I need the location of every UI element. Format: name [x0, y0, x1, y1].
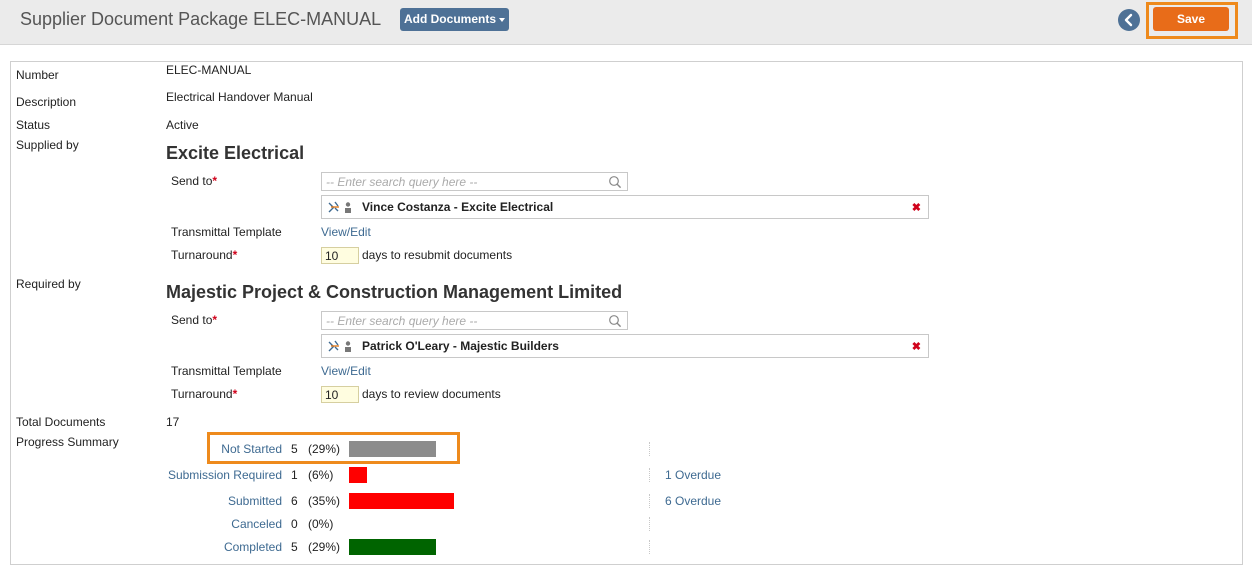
progress-bar	[349, 539, 436, 555]
person-icon	[345, 202, 351, 213]
supplier-search-box	[321, 172, 628, 191]
requirer-turnaround-text: Turnaround	[171, 387, 233, 401]
supplier-company-name: Excite Electrical	[166, 143, 305, 163]
requirer-search-box	[321, 311, 628, 330]
column-divider	[649, 442, 650, 456]
supplied-by-label: Supplied by	[16, 138, 79, 152]
requirer-contact-chip: Patrick O'Leary - Majestic Builders ✖	[321, 334, 929, 358]
total-documents-value: 17	[166, 415, 180, 429]
overdue-link[interactable]: 1 Overdue	[665, 468, 722, 482]
save-button[interactable]: Save	[1153, 7, 1229, 31]
required-mark: *	[212, 313, 218, 327]
progress-status-link[interactable]: Submitted	[227, 494, 282, 508]
supplier-contact-chip: Vince Costanza - Excite Electrical ✖	[321, 195, 929, 219]
status-label: Status	[16, 118, 51, 132]
back-button[interactable]	[1118, 9, 1140, 31]
progress-percent: (0%)	[308, 517, 334, 531]
progress-summary-label: Progress Summary	[16, 435, 119, 449]
supplier-send-to-label: Send to*	[171, 174, 217, 188]
search-icon[interactable]	[608, 175, 622, 189]
remove-icon[interactable]: ✖	[911, 341, 921, 353]
add-documents-button[interactable]: Add Documents	[400, 8, 509, 31]
supplier-contact-name: Vince Costanza - Excite Electrical	[362, 200, 554, 214]
progress-status-link[interactable]: Not Started	[221, 442, 282, 456]
progress-percent: (35%)	[308, 494, 341, 508]
description-label: Description	[16, 95, 77, 109]
progress-status-link[interactable]: Canceled	[231, 517, 282, 531]
not-started-highlight-box	[207, 432, 460, 464]
requirer-turnaround-input[interactable]	[321, 386, 359, 403]
required-mark: *	[232, 248, 238, 262]
supplier-transmittal-label: Transmittal Template	[171, 225, 282, 239]
column-divider	[649, 494, 650, 508]
progress-count: 1	[291, 468, 298, 482]
requirer-contact-name: Patrick O'Leary - Majestic Builders	[362, 339, 559, 353]
search-icon[interactable]	[608, 314, 622, 328]
top-bar: Supplier Document Package ELEC-MANUAL Ad…	[0, 0, 1252, 45]
progress-status-link[interactable]: Submission Required	[167, 468, 282, 482]
requirer-send-to-text: Send to	[171, 313, 213, 327]
page-title: Supplier Document Package ELEC-MANUAL	[20, 9, 382, 29]
requirer-send-to-label: Send to*	[171, 313, 217, 327]
description-value: Electrical Handover Manual	[166, 90, 313, 104]
caret-down-icon	[499, 17, 505, 22]
supplier-send-to-text: Send to	[171, 174, 213, 188]
save-highlight-box	[1146, 2, 1238, 39]
requirer-transmittal-view-edit-link[interactable]: View/Edit	[321, 364, 371, 378]
required-mark: *	[212, 174, 218, 188]
chevron-left-icon	[1124, 13, 1133, 27]
requirer-transmittal-label: Transmittal Template	[171, 364, 282, 378]
requirer-company-name: Majestic Project & Construction Manageme…	[166, 282, 623, 302]
requirer-search-input[interactable]	[322, 312, 602, 329]
remove-icon[interactable]: ✖	[911, 202, 921, 214]
supplier-transmittal-view-edit-link[interactable]: View/Edit	[321, 225, 371, 239]
company-logo-icon	[328, 201, 339, 213]
form-panel	[10, 61, 1243, 565]
add-documents-label: Add Documents	[403, 12, 496, 26]
progress-percent: (29%)	[308, 540, 341, 554]
progress-percent: (29%)	[308, 442, 341, 456]
progress-percent: (6%)	[308, 468, 334, 482]
progress-bar	[349, 493, 454, 509]
progress-bar	[349, 441, 436, 457]
column-divider	[649, 468, 650, 482]
status-value: Active	[166, 118, 199, 132]
contact-icons	[328, 340, 351, 352]
column-divider	[649, 517, 650, 531]
requirer-turnaround-label: Turnaround*	[171, 387, 237, 401]
progress-count: 5	[291, 540, 298, 554]
total-documents-label: Total Documents	[16, 415, 106, 429]
supplier-turnaround-suffix: days to resubmit documents	[362, 248, 513, 262]
progress-bar	[349, 467, 367, 483]
progress-count: 5	[291, 442, 298, 456]
number-value: ELEC-MANUAL	[166, 63, 252, 77]
overdue-link[interactable]: 6 Overdue	[665, 494, 722, 508]
supplier-turnaround-text: Turnaround	[171, 248, 233, 262]
column-divider	[649, 540, 650, 554]
required-by-label: Required by	[16, 277, 81, 291]
number-label: Number	[16, 68, 59, 82]
supplier-turnaround-label: Turnaround*	[171, 248, 237, 262]
required-mark: *	[232, 387, 238, 401]
progress-status-link[interactable]: Completed	[223, 540, 282, 554]
supplier-search-input[interactable]	[322, 173, 602, 190]
company-logo-icon	[328, 340, 339, 352]
contact-icons	[328, 201, 351, 213]
requirer-turnaround-suffix: days to review documents	[362, 387, 501, 401]
progress-count: 6	[291, 494, 298, 508]
person-icon	[345, 341, 351, 352]
progress-count: 0	[291, 517, 298, 531]
supplier-turnaround-input[interactable]	[321, 247, 359, 264]
